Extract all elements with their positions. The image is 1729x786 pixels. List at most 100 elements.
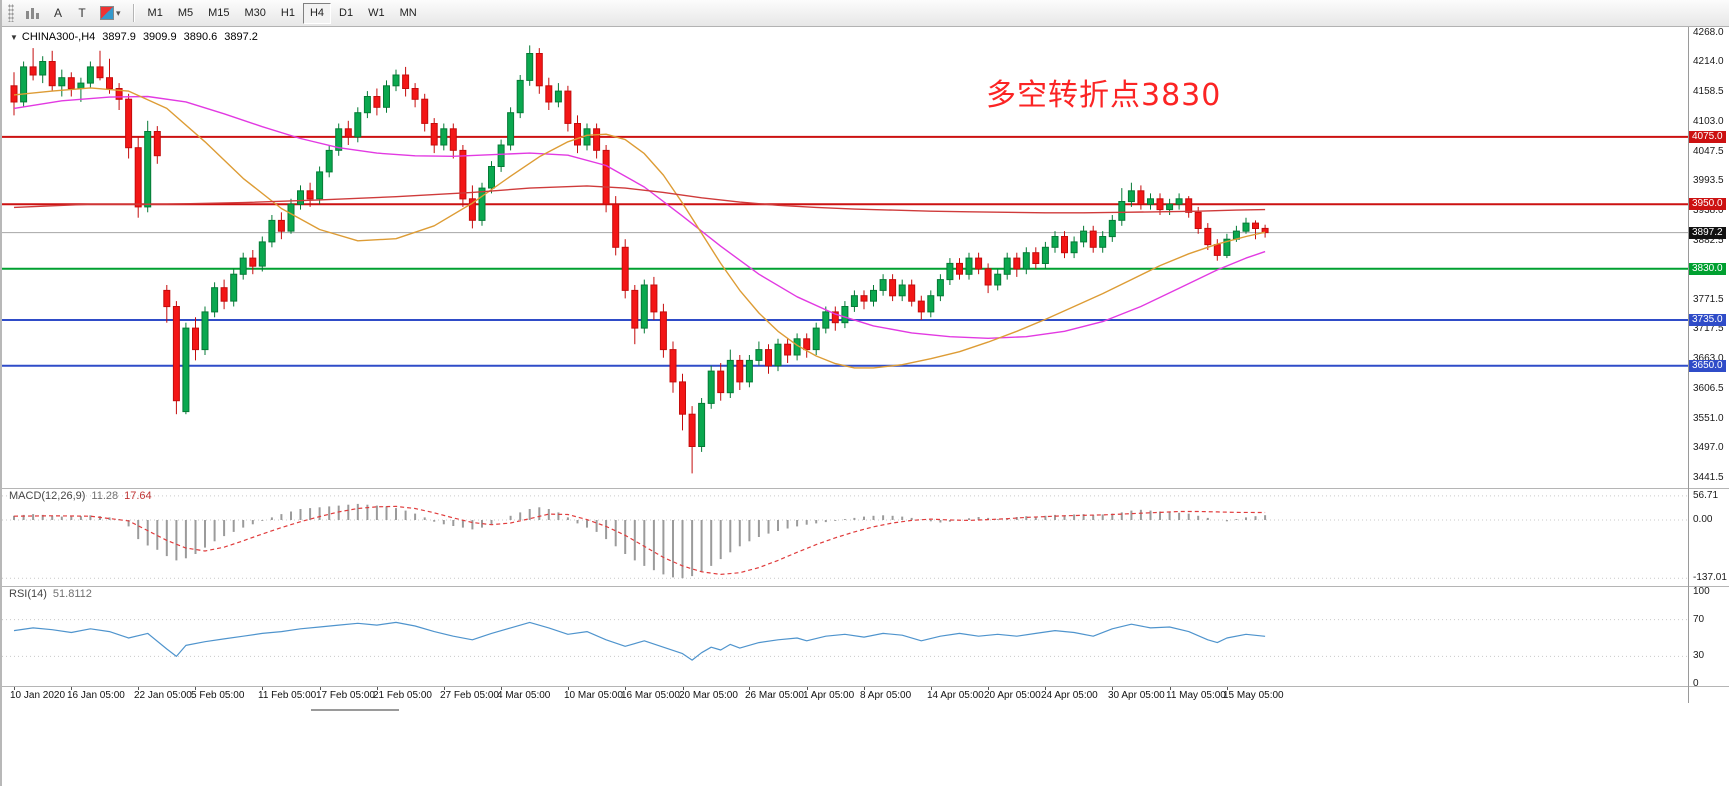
date-label[interactable]: 27 Feb 05:00 — [440, 690, 499, 701]
chevron-down-icon: ▾ — [116, 7, 121, 18]
candle-body — [440, 128, 448, 146]
candle-body — [1099, 236, 1107, 248]
ma-mid-orange — [13, 87, 1266, 369]
chart-type-button[interactable] — [19, 3, 45, 24]
time-axis[interactable]: 10 Jan 2020 16 Jan 05:00 22 Jan 05:00 5 Feb… — [2, 687, 1688, 703]
candle-body — [564, 90, 572, 124]
candle-body — [125, 98, 133, 149]
candle-body — [631, 289, 639, 329]
date-tick-mark — [377, 687, 378, 690]
toolbar-drag-handle[interactable] — [8, 4, 14, 22]
date-label[interactable]: 26 Mar 05:00 — [745, 690, 804, 701]
candle-body — [277, 219, 285, 232]
candle-body — [402, 74, 410, 89]
candle-body — [1089, 230, 1097, 248]
date-label[interactable]: 30 Apr 05:00 — [1108, 690, 1165, 701]
rsi-header: RSI(14) 51.8112 — [9, 588, 98, 600]
candle-body — [908, 284, 916, 302]
candle-body — [879, 279, 887, 291]
date-label[interactable]: 1 Apr 05:00 — [803, 690, 855, 701]
date-label[interactable]: 24 Apr 05:00 — [1041, 690, 1098, 701]
timeframe-button-m1[interactable]: M1 — [141, 3, 170, 24]
collapse-triangle-icon[interactable]: ▼ — [10, 33, 18, 42]
date-label[interactable]: 21 Feb 05:00 — [373, 690, 432, 701]
text-tool-button[interactable]: A — [47, 3, 69, 24]
date-label[interactable]: 20 Apr 05:00 — [984, 690, 1041, 701]
candle-body — [726, 359, 734, 394]
date-label[interactable]: 10 Mar 05:00 — [564, 690, 623, 701]
rsi-line — [13, 621, 1266, 661]
timeframe-button-w1[interactable]: W1 — [361, 3, 392, 24]
candle-body — [774, 343, 782, 367]
candle-body — [659, 311, 667, 351]
date-label[interactable]: 5 Feb 05:00 — [191, 690, 245, 701]
toolbar-separator — [132, 4, 134, 22]
date-label[interactable]: 16 Mar 05:00 — [621, 690, 680, 701]
date-label[interactable]: 11 May 05:00 — [1166, 690, 1226, 701]
candle-body — [39, 61, 47, 76]
date-label[interactable]: 17 Feb 05:00 — [316, 690, 375, 701]
macd-axis-label: 0.00 — [1693, 514, 1713, 525]
candle-body — [602, 149, 610, 205]
candle-body — [1137, 190, 1145, 205]
symbol-name: CHINA300-,H4 — [21, 31, 96, 43]
rsi-value: 51.8112 — [52, 588, 92, 600]
date-label[interactable]: 11 Feb 05:00 — [258, 690, 317, 701]
candle-body — [411, 88, 419, 100]
price-tick-label: 3771.5 — [1693, 294, 1724, 306]
panel-separator[interactable] — [2, 586, 1729, 587]
candle-body — [984, 268, 992, 286]
candle-body — [1242, 222, 1250, 232]
price-badge: 4075.0 — [1689, 130, 1726, 143]
date-tick-mark — [864, 687, 865, 690]
main-price-chart[interactable] — [2, 27, 1688, 488]
candle-body — [363, 96, 371, 114]
macd-value: 11.28 — [91, 490, 119, 502]
candle-body — [850, 295, 858, 308]
candle-body — [96, 66, 104, 79]
rsi-axis-label: 100 — [1693, 586, 1710, 597]
ma-slow-magenta — [13, 95, 1266, 339]
date-label[interactable]: 10 Jan 2020 — [10, 690, 66, 701]
date-label[interactable]: 20 Mar 05:00 — [679, 690, 738, 701]
candle-body — [1213, 244, 1221, 256]
candle-body — [745, 359, 753, 383]
date-label[interactable]: 22 Jan 05:00 — [134, 690, 192, 701]
candle-body — [583, 128, 591, 146]
date-label[interactable]: 16 Jan 05:00 — [67, 690, 125, 701]
candle-body — [707, 370, 715, 404]
candle-body — [650, 284, 658, 313]
price-badge: 3830.0 — [1689, 262, 1726, 275]
candle-body — [841, 306, 849, 324]
date-label[interactable]: 15 May 05:00 — [1223, 690, 1284, 701]
rsi-panel[interactable] — [2, 587, 1688, 686]
candle-body — [917, 300, 925, 313]
timeframe-button-h1[interactable]: H1 — [274, 3, 302, 24]
price-tick-label: 4268.0 — [1693, 27, 1724, 38]
ohlc-high: 3909.9 — [142, 31, 177, 43]
candle-body — [1166, 203, 1174, 211]
label-tool-button[interactable]: T — [71, 3, 93, 24]
panel-separator[interactable] — [2, 488, 1729, 489]
date-label[interactable]: 4 Mar 05:00 — [497, 690, 551, 701]
timeframe-button-mn[interactable]: MN — [393, 3, 424, 24]
timeframe-button-h4[interactable]: H4 — [302, 2, 332, 24]
candle-body — [316, 171, 324, 200]
price-tick-label: 4158.5 — [1693, 85, 1724, 97]
color-style-button[interactable]: ▾ — [95, 3, 126, 24]
candle-body — [58, 77, 66, 87]
candle-body — [449, 128, 457, 151]
timeframe-button-m30[interactable]: M30 — [238, 3, 273, 24]
candle-body — [335, 128, 343, 151]
date-tick-mark — [683, 687, 684, 690]
candle-body — [1118, 201, 1126, 221]
candle-body — [956, 262, 963, 275]
timeframe-button-d1[interactable]: D1 — [332, 3, 360, 24]
timeframe-button-m15[interactable]: M15 — [201, 3, 236, 24]
chart-annotation-text: 多空转折点3830 — [986, 78, 1222, 113]
candle-body — [344, 128, 352, 138]
date-label[interactable]: 8 Apr 05:00 — [860, 690, 912, 701]
macd-panel[interactable] — [2, 489, 1688, 586]
timeframe-button-m5[interactable]: M5 — [171, 3, 200, 24]
date-label[interactable]: 14 Apr 05:00 — [927, 690, 984, 701]
